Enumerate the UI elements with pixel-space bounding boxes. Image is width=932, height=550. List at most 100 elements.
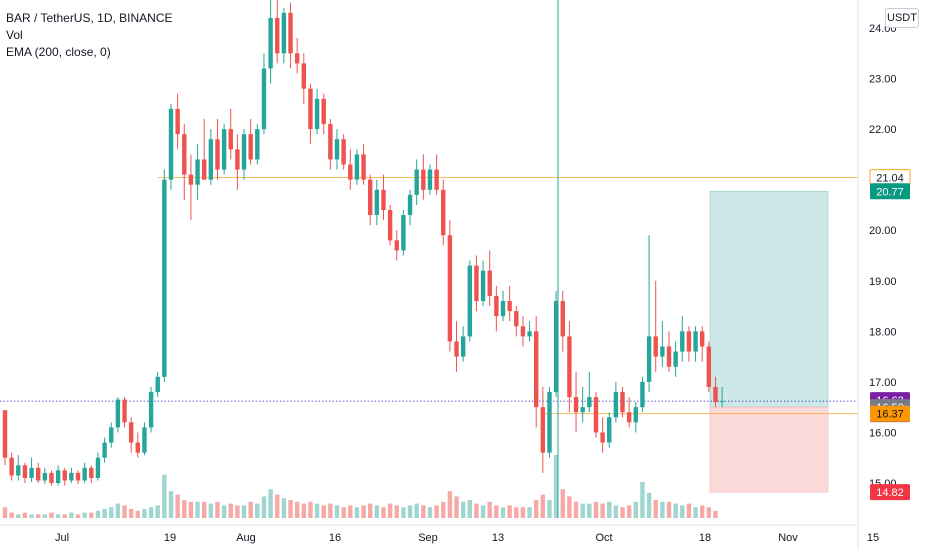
volume-bar bbox=[407, 505, 413, 518]
volume-bar bbox=[168, 491, 174, 518]
volume-bar bbox=[381, 507, 386, 518]
legend-symbol[interactable]: BAR / TetherUS, 1D, BINANCE bbox=[6, 11, 173, 25]
candle-body bbox=[188, 174, 194, 185]
candle-body bbox=[593, 397, 599, 433]
candle-body bbox=[580, 407, 585, 413]
candle-body bbox=[308, 88, 313, 130]
candle-body bbox=[719, 401, 725, 403]
candle-body bbox=[255, 129, 260, 160]
y-tick-label: 23.00 bbox=[869, 74, 897, 86]
x-tick-label: Aug bbox=[236, 532, 256, 544]
candle-body bbox=[89, 467, 94, 478]
volume-bar bbox=[142, 509, 147, 518]
candle-body bbox=[387, 210, 393, 241]
volume-bar bbox=[401, 507, 406, 518]
candle-body bbox=[660, 346, 665, 357]
volume-bar bbox=[660, 501, 665, 518]
volume-bar bbox=[474, 503, 479, 518]
volume-bar bbox=[228, 503, 233, 518]
volume-bar bbox=[567, 496, 572, 518]
volume-bar bbox=[534, 500, 539, 518]
candle-body bbox=[142, 427, 147, 453]
volume-bar bbox=[607, 501, 612, 518]
candle-body bbox=[75, 472, 81, 481]
candle-body bbox=[454, 341, 459, 357]
volume-bar bbox=[102, 509, 107, 518]
volume-bar bbox=[89, 512, 94, 518]
volume-bar bbox=[573, 501, 579, 518]
volume-bar bbox=[42, 514, 48, 518]
x-tick-label: 15 bbox=[867, 532, 879, 544]
candle-body bbox=[706, 346, 712, 387]
volume-bar bbox=[248, 501, 253, 518]
candle-body bbox=[182, 134, 187, 175]
candle-body bbox=[69, 472, 74, 481]
volume-bar bbox=[2, 507, 8, 518]
volume-bars bbox=[2, 455, 718, 518]
volume-bar bbox=[646, 492, 652, 518]
candle-body bbox=[162, 179, 167, 377]
candle-body bbox=[341, 139, 346, 165]
position-zones bbox=[709, 190, 829, 493]
candle-body bbox=[102, 442, 107, 458]
candle-body bbox=[573, 397, 579, 413]
candle-body bbox=[29, 467, 34, 478]
candle-body bbox=[368, 179, 373, 216]
volume-bar bbox=[600, 503, 605, 518]
volume-bar bbox=[16, 514, 21, 518]
candles bbox=[2, 0, 725, 486]
candle-body bbox=[235, 149, 240, 170]
volume-bar bbox=[321, 505, 326, 518]
candle-body bbox=[560, 301, 565, 337]
candle-body bbox=[268, 17, 273, 69]
candle-body bbox=[507, 301, 512, 312]
candle-body bbox=[248, 134, 253, 160]
candle-body bbox=[626, 412, 632, 423]
volume-bar bbox=[487, 501, 492, 518]
candle-body bbox=[135, 442, 140, 453]
volume-bar bbox=[155, 505, 160, 518]
price-badge-bg bbox=[870, 405, 910, 422]
candle-body bbox=[520, 326, 526, 337]
volume-bar bbox=[275, 494, 280, 518]
volume-bar bbox=[514, 507, 519, 518]
volume-bar bbox=[49, 512, 54, 518]
candle-body bbox=[36, 467, 41, 481]
volume-bar bbox=[261, 496, 267, 518]
candle-body bbox=[9, 457, 14, 476]
volume-bar bbox=[387, 503, 393, 518]
legend-ema[interactable]: EMA (200, close, 0) bbox=[6, 45, 111, 59]
candle-body bbox=[288, 12, 293, 54]
volume-bar bbox=[55, 514, 61, 518]
candle-body bbox=[115, 399, 121, 428]
candle-body bbox=[514, 311, 519, 327]
candle-body bbox=[527, 331, 532, 337]
volume-bar bbox=[467, 500, 472, 518]
volume-bar bbox=[494, 505, 499, 518]
candle-body bbox=[653, 336, 658, 357]
volume-bar bbox=[182, 500, 187, 518]
legend-volume[interactable]: Vol bbox=[6, 28, 23, 42]
volume-bar bbox=[706, 507, 712, 518]
candle-body bbox=[241, 134, 247, 170]
candle-body bbox=[202, 159, 207, 180]
candle-body bbox=[314, 98, 320, 130]
price-badge-label: 16.37 bbox=[876, 409, 904, 421]
candle-body bbox=[540, 407, 546, 453]
x-tick-label: Jul bbox=[55, 532, 69, 544]
volume-bar bbox=[175, 494, 180, 518]
candle-body bbox=[221, 129, 227, 170]
candle-body bbox=[700, 331, 705, 347]
price-badge: 14.82 bbox=[870, 484, 910, 501]
candle-body bbox=[447, 235, 453, 342]
volume-bar bbox=[427, 507, 433, 518]
currency-button[interactable]: USDT bbox=[885, 8, 919, 28]
candle-body bbox=[215, 139, 220, 170]
volume-bar bbox=[268, 489, 273, 518]
price-badge: 20.77 bbox=[870, 183, 910, 200]
candle-body bbox=[168, 108, 174, 180]
candle-body bbox=[474, 265, 479, 301]
candle-body bbox=[480, 270, 486, 301]
volume-bar bbox=[361, 505, 366, 518]
